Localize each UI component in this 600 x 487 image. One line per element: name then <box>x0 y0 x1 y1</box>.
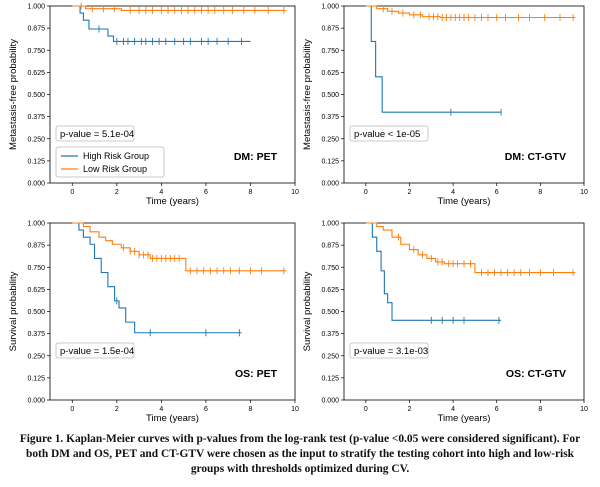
y-tick-label: 0.250 <box>27 136 45 143</box>
y-tick-label: 0.625 <box>27 287 45 294</box>
y-tick-label: 1.000 <box>27 4 45 11</box>
y-tick-label: 0.750 <box>321 48 339 55</box>
y-tick-label: 0.750 <box>27 48 45 55</box>
x-tick-label: 8 <box>538 406 542 413</box>
y-tick-label: 1.000 <box>27 221 45 228</box>
x-tick-label: 10 <box>291 189 299 196</box>
y-tick-label: 0.500 <box>321 309 339 316</box>
panel-label: DM: CT-GTV <box>505 151 566 163</box>
y-tick-label: 0.750 <box>321 265 339 272</box>
y-axis-label: Survival probability <box>8 271 19 351</box>
y-axis-label: Metastasis-free probability <box>8 39 19 150</box>
y-tick-label: 0.000 <box>321 181 339 188</box>
y-tick-label: 1.000 <box>321 221 339 228</box>
y-tick-label: 0.375 <box>321 331 339 338</box>
pvalue-text: p-value = 3.1e-03 <box>354 346 428 357</box>
y-tick-label: 0.125 <box>27 158 45 165</box>
panel-label: OS: PET <box>235 368 278 380</box>
x-tick-label: 6 <box>495 406 499 413</box>
x-tick-label: 10 <box>291 406 299 413</box>
km-curve-high-risk-group <box>72 5 251 42</box>
x-tick-label: 4 <box>451 189 455 196</box>
x-tick-label: 2 <box>115 189 119 196</box>
x-tick-label: 6 <box>495 189 499 196</box>
y-axis-label: Metastasis-free probability <box>302 39 313 150</box>
pvalue-text: p-value = 5.1e-04 <box>60 129 134 140</box>
figure-caption: Figure 1. Kaplan-Meier curves with p-val… <box>19 433 581 475</box>
km-figure: 0.000 0.125 0.250 0.375 0.500 0.625 0.750 0.875… <box>8 2 588 425</box>
x-tick-label: 0 <box>70 406 74 413</box>
x-tick-label: 4 <box>159 189 163 196</box>
y-tick-label: 0.750 <box>27 265 45 272</box>
legend-box <box>55 146 165 178</box>
x-tick-label: 10 <box>580 189 588 196</box>
y-tick-label: 0.000 <box>27 398 45 405</box>
pvalue-box <box>55 125 135 142</box>
km-panel-2: 0.000 0.125 0.250 0.375 0.500 0.625 0.750 0.875… <box>302 4 588 208</box>
x-tick-label: 8 <box>249 189 253 196</box>
y-axis-label: Survival probability <box>302 271 313 351</box>
y-tick-label: 0.875 <box>321 26 339 33</box>
km-curve-low-risk-group <box>72 5 287 11</box>
x-tick-label: 10 <box>580 406 588 413</box>
y-tick-label: 0.625 <box>27 70 45 77</box>
y-tick-label: 1.000 <box>321 4 339 11</box>
y-tick-label: 0.625 <box>321 70 339 77</box>
x-tick-label: 0 <box>364 406 368 413</box>
x-tick-label: 2 <box>408 189 412 196</box>
y-tick-label: 0.250 <box>321 353 339 360</box>
km-panel-3: 0.000 0.125 0.250 0.375 0.500 0.625 0.750 0.875… <box>8 221 299 425</box>
pvalue-box <box>349 125 429 142</box>
x-tick-label: 0 <box>70 189 74 196</box>
x-tick-label: 4 <box>451 406 455 413</box>
y-tick-label: 0.000 <box>321 398 339 405</box>
km-curve-low-risk-group <box>365 5 576 19</box>
y-tick-label: 0.000 <box>27 181 45 188</box>
y-tick-label: 0.500 <box>27 309 45 316</box>
y-tick-label: 0.500 <box>27 92 45 99</box>
y-tick-label: 0.875 <box>27 243 45 250</box>
y-tick-label: 0.375 <box>27 331 45 338</box>
y-tick-label: 0.250 <box>27 353 45 360</box>
x-axis-label: Time (years) <box>146 413 199 424</box>
y-tick-label: 0.125 <box>27 375 45 382</box>
x-axis-label: Time (years) <box>438 413 491 424</box>
y-tick-label: 0.375 <box>27 114 45 121</box>
legend-entry: Low Risk Group <box>83 164 147 174</box>
pvalue-box <box>55 342 135 359</box>
km-panel-4: 0.000 0.125 0.250 0.375 0.500 0.625 0.750 0.875… <box>302 221 588 425</box>
y-tick-label: 0.500 <box>321 92 339 99</box>
panel-label: OS: CT-GTV <box>506 368 566 380</box>
y-tick-label: 0.125 <box>321 375 339 382</box>
y-tick-label: 0.375 <box>321 114 339 121</box>
x-tick-label: 6 <box>204 189 208 196</box>
km-curve-high-risk-group <box>365 5 502 113</box>
x-tick-label: 4 <box>159 406 163 413</box>
y-tick-label: 0.250 <box>321 136 339 143</box>
y-tick-label: 0.875 <box>27 26 45 33</box>
pvalue-box <box>349 342 429 359</box>
x-tick-label: 8 <box>249 406 253 413</box>
pvalue-text: p-value = 1.5e-04 <box>60 346 134 357</box>
km-curve-high-risk-group <box>365 222 502 321</box>
y-tick-label: 0.875 <box>321 243 339 250</box>
y-tick-label: 0.625 <box>321 287 339 294</box>
km-curve-high-risk-group <box>72 222 242 334</box>
x-axis-label: Time (years) <box>438 196 491 207</box>
y-tick-label: 0.125 <box>321 158 339 165</box>
x-axis-label: Time (years) <box>146 196 199 207</box>
x-tick-label: 8 <box>538 189 542 196</box>
x-tick-label: 6 <box>204 406 208 413</box>
x-tick-label: 0 <box>364 189 368 196</box>
legend-entry: High Risk Group <box>83 151 149 161</box>
x-tick-label: 2 <box>115 406 119 413</box>
km-curve-low-risk-group <box>72 222 287 272</box>
km-panel-1: 0.000 0.125 0.250 0.375 0.500 0.625 0.750 0.875… <box>8 2 299 207</box>
panel-label: DM: PET <box>234 151 278 163</box>
x-tick-label: 2 <box>408 406 412 413</box>
pvalue-text: p-value < 1e-05 <box>354 129 420 140</box>
